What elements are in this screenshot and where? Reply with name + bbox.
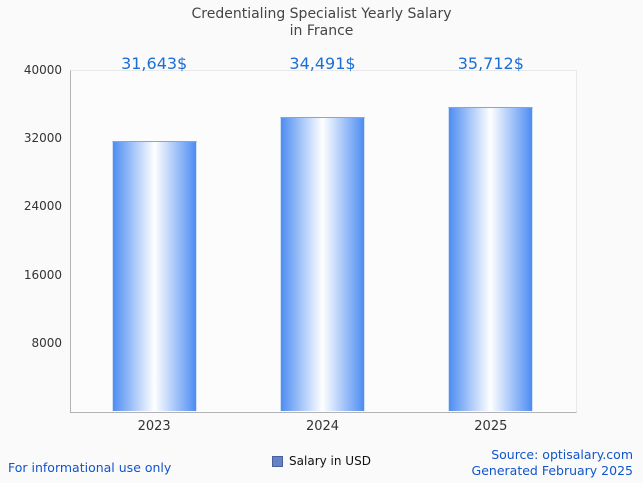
- legend-marker-icon: [272, 455, 284, 467]
- y-axis-tick-label: 8000: [31, 335, 62, 350]
- x-axis-category-label: 2025: [474, 419, 508, 434]
- chart-title-line2: in France: [289, 23, 354, 39]
- bar-2023: [111, 141, 197, 411]
- bar-2025: [448, 106, 534, 411]
- y-axis-tick-label: 24000: [23, 199, 62, 214]
- bar-2024: [280, 116, 365, 411]
- x-axis-category-label: 2024: [305, 419, 340, 434]
- bar-value-label: 35,712$: [457, 54, 524, 73]
- x-axis-category-label: 2023: [137, 419, 171, 434]
- chart-title: Credentialing Specialist Yearly Salary i…: [0, 6, 643, 40]
- chart-title-line1: Credentialing Specialist Yearly Salary: [191, 6, 452, 22]
- source-text[interactable]: Source: optisalary.com: [491, 447, 633, 462]
- bar-value-label: 34,491$: [289, 54, 356, 73]
- y-axis-tick-label: 32000: [23, 131, 62, 146]
- y-axis-tick-label: 40000: [23, 63, 62, 77]
- chart-legend: Salary in USD: [0, 454, 643, 468]
- legend-label: Salary in USD: [289, 454, 371, 468]
- generated-text: Generated February 2025: [471, 463, 633, 478]
- disclaimer-text: For informational use only: [8, 460, 172, 475]
- y-axis-tick-label: 16000: [23, 267, 62, 282]
- bar-value-label: 31,643$: [121, 54, 188, 73]
- source-block: Source: optisalary.com Generated Februar…: [472, 447, 633, 479]
